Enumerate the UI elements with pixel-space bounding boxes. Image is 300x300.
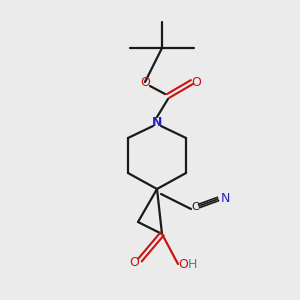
- Text: N: N: [220, 191, 230, 205]
- Text: O: O: [191, 76, 201, 88]
- Text: N: N: [152, 116, 162, 128]
- Text: O: O: [129, 256, 139, 268]
- Text: H: H: [187, 259, 197, 272]
- Text: C: C: [191, 202, 199, 212]
- Text: O: O: [140, 76, 150, 88]
- Text: O: O: [178, 259, 188, 272]
